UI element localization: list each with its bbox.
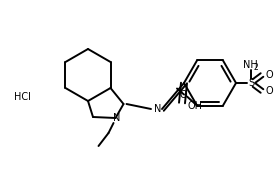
Text: 2: 2: [254, 63, 258, 73]
Text: HCl: HCl: [13, 92, 31, 102]
Text: O: O: [266, 86, 274, 96]
Text: NH: NH: [243, 60, 257, 70]
Text: S: S: [248, 78, 254, 88]
Text: N: N: [113, 113, 120, 123]
Text: N: N: [154, 104, 162, 114]
Text: O: O: [179, 90, 187, 100]
Text: O: O: [266, 70, 274, 80]
Text: OH: OH: [187, 101, 202, 111]
